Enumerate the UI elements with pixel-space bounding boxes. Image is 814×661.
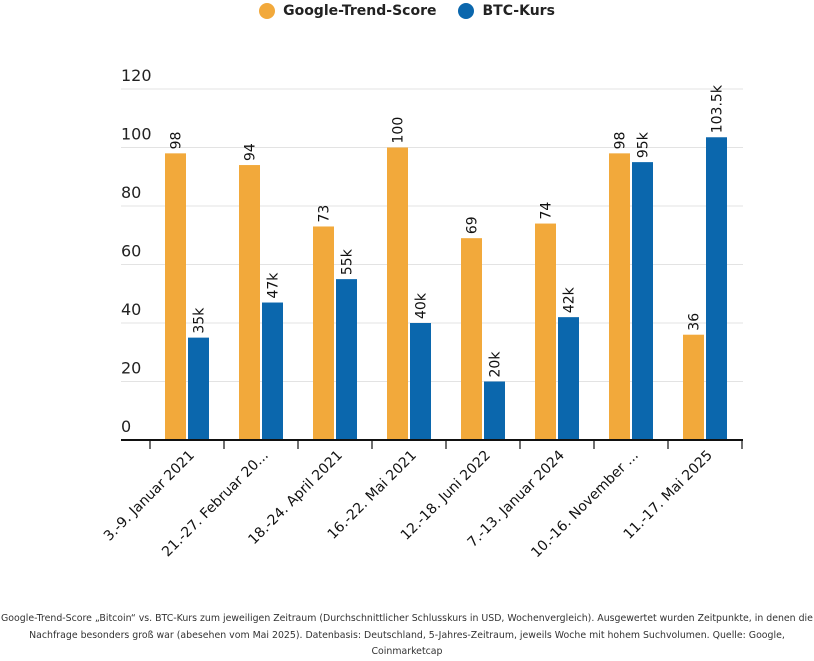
bar-btc-kurs <box>484 381 505 440</box>
bar-google-trend-score <box>387 147 408 440</box>
value-label-btc-kurs: 42k <box>562 286 578 313</box>
value-label-google-trend-score: 73 <box>317 205 333 223</box>
value-label-google-trend-score: 94 <box>243 143 259 161</box>
legend-label-btc-kurs: BTC-Kurs <box>482 3 555 19</box>
bar-google-trend-score <box>535 223 556 440</box>
legend-swatch-google-trend-score <box>259 3 276 19</box>
y-tick-label: 20 <box>121 359 141 378</box>
footnote-line-3: Coinmarketcap <box>371 646 443 657</box>
bar-btc-kurs <box>336 279 357 440</box>
value-label-google-trend-score: 98 <box>169 132 185 150</box>
y-tick-label: 60 <box>121 242 141 261</box>
value-label-btc-kurs: 40k <box>414 292 430 319</box>
bars <box>165 137 727 441</box>
legend-label-google-trend-score: Google-Trend-Score <box>283 3 437 19</box>
y-axis-tick-labels: 0 20 40 60 80 100 120 <box>121 66 152 436</box>
bar-google-trend-score <box>683 334 704 440</box>
value-label-btc-kurs: 35k <box>192 307 208 334</box>
bar-btc-kurs <box>410 323 431 440</box>
legend-item-google-trend-score[interactable]: Google-Trend-Score <box>259 3 436 19</box>
footnote-line-1: Google-Trend-Score „Bitcoin“ vs. BTC-Kur… <box>1 613 813 624</box>
value-label-btc-kurs: 95k <box>636 131 652 158</box>
bar-btc-kurs <box>188 337 209 440</box>
chart-legend: Google-Trend-Score BTC-Kurs <box>0 0 814 22</box>
bar-btc-kurs <box>558 317 579 440</box>
value-label-google-trend-score: 100 <box>391 117 407 144</box>
value-label-btc-kurs: 20k <box>488 351 504 378</box>
bar-google-trend-score <box>609 153 630 440</box>
bar-google-trend-score <box>239 165 260 441</box>
bar-google-trend-score <box>313 226 334 440</box>
value-label-btc-kurs: 55k <box>340 248 356 275</box>
bar-btc-kurs <box>706 137 727 440</box>
y-tick-label: 40 <box>121 300 141 319</box>
bar-chart: 0 20 40 60 80 100 120 98 35k 94 47k 73 55k 100 40k 69 2… <box>101 66 743 561</box>
value-label-google-trend-score: 69 <box>465 216 481 234</box>
legend-item-btc-kurs[interactable]: BTC-Kurs <box>458 3 555 19</box>
value-label-google-trend-score: 98 <box>613 132 629 150</box>
value-label-google-trend-score: 36 <box>687 313 703 331</box>
x-axis <box>121 439 743 449</box>
y-tick-label: 80 <box>121 183 141 202</box>
bar-google-trend-score <box>165 153 186 440</box>
bar-btc-kurs <box>262 302 283 440</box>
y-tick-label: 100 <box>121 125 152 144</box>
y-tick-label: 0 <box>121 417 131 436</box>
value-label-btc-kurs: 103.5k <box>710 84 726 133</box>
value-labels: 98 35k 94 47k 73 55k 100 40k 69 20k 74 42k 98 95k 36 10… <box>169 84 726 377</box>
y-tick-label: 120 <box>121 66 152 85</box>
bar-btc-kurs <box>632 162 653 440</box>
footnote-line-2: Nachfrage besonders groß war (abesehen v… <box>29 629 785 641</box>
chart-footnote: Google-Trend-Score „Bitcoin“ vs. BTC-Kur… <box>0 611 814 661</box>
value-label-btc-kurs: 47k <box>266 272 282 299</box>
bar-google-trend-score <box>461 238 482 440</box>
legend-swatch-btc-kurs <box>458 3 475 19</box>
value-label-google-trend-score: 74 <box>539 202 555 220</box>
